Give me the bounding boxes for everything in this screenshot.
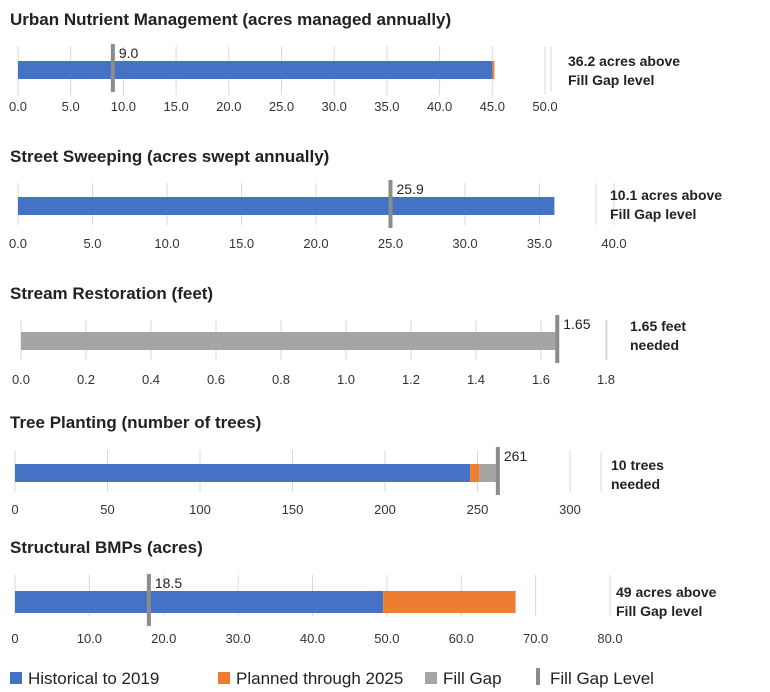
tick-label: 1.0 — [337, 372, 355, 387]
tick-label: 1.4 — [467, 372, 485, 387]
tick-label: 60.0 — [449, 631, 474, 646]
chart-panel-1: Urban Nutrient Management (acres managed… — [9, 10, 680, 114]
tick-label: 25.0 — [269, 99, 294, 114]
annotation-line: Fill Gap level — [568, 72, 654, 88]
tick-label: 0.0 — [9, 236, 27, 251]
bar-historical — [15, 591, 384, 613]
legend-label: Fill Gap — [443, 669, 502, 688]
fill-gap-level-marker — [388, 180, 393, 228]
tick-label: 100 — [189, 502, 211, 517]
tick-label: 0.4 — [142, 372, 160, 387]
tick-label: 40.0 — [601, 236, 626, 251]
bar-fill-gap — [21, 332, 558, 350]
tick-label: 1.2 — [402, 372, 420, 387]
legend-swatch-fill-gap-level — [536, 668, 540, 685]
bar-planned — [383, 591, 516, 613]
chart-panel-2: Street Sweeping (acres swept annually) 0.… — [9, 147, 722, 251]
annotation-line: needed — [630, 337, 679, 353]
tick-label: 80.0 — [597, 631, 622, 646]
annotation-line: 36.2 acres above — [568, 53, 680, 69]
legend: Historical to 2019 Planned through 2025 Fi… — [10, 668, 654, 688]
tick-label: 1.8 — [597, 372, 615, 387]
annotation-line: Fill Gap level — [616, 603, 702, 619]
annotation-line: Fill Gap level — [610, 206, 696, 222]
legend-label: Fill Gap Level — [550, 669, 654, 688]
tick-label: 200 — [374, 502, 396, 517]
tick-label: 15.0 — [163, 99, 188, 114]
fill-gap-level-marker — [110, 44, 115, 92]
annotation-line: needed — [611, 476, 660, 492]
tick-label: 0.6 — [207, 372, 225, 387]
annotation-line: 10.1 acres above — [610, 187, 722, 203]
tick-label: 10.0 — [111, 99, 136, 114]
fill-gap-level-marker — [555, 315, 560, 363]
chart-title: Urban Nutrient Management (acres managed… — [10, 10, 451, 29]
tick-label: 40.0 — [300, 631, 325, 646]
bar-historical — [18, 61, 493, 79]
fill-gap-level-marker — [495, 447, 500, 495]
chart-title: Street Sweeping (acres swept annually) — [10, 147, 329, 166]
tick-label: 0.2 — [77, 372, 95, 387]
legend-swatch-planned — [218, 672, 230, 684]
tick-label: 35.0 — [527, 236, 552, 251]
tick-label: 0.8 — [272, 372, 290, 387]
tick-label: 30.0 — [225, 631, 250, 646]
tick-label: 20.0 — [151, 631, 176, 646]
bar-fill-gap — [479, 464, 498, 482]
tick-label: 10.0 — [77, 631, 102, 646]
tick-label: 0 — [11, 502, 18, 517]
tick-label: 0.0 — [12, 372, 30, 387]
tick-label: 50.0 — [374, 631, 399, 646]
tick-label: 40.0 — [427, 99, 452, 114]
fill-gap-level-label: 261 — [504, 448, 528, 464]
fill-gap-level-marker — [146, 574, 151, 626]
tick-label: 70.0 — [523, 631, 548, 646]
legend-label: Historical to 2019 — [28, 669, 159, 688]
tick-label: 50.0 — [532, 99, 557, 114]
annotation-line: 1.65 feet — [630, 318, 686, 334]
tick-label: 250 — [467, 502, 489, 517]
bar-historical — [15, 464, 471, 482]
legend-label: Planned through 2025 — [236, 669, 403, 688]
tick-label: 30.0 — [452, 236, 477, 251]
legend-swatch-historical — [10, 672, 22, 684]
tick-label: 35.0 — [374, 99, 399, 114]
tick-label: 25.0 — [378, 236, 403, 251]
fill-gap-level-label: 1.65 — [563, 316, 590, 332]
annotation-line: 10 trees — [611, 457, 664, 473]
tick-label: 20.0 — [216, 99, 241, 114]
tick-label: 1.6 — [532, 372, 550, 387]
fill-gap-level-label: 18.5 — [155, 575, 182, 591]
chart-title: Structural BMPs (acres) — [10, 538, 203, 557]
bar-historical — [18, 197, 555, 215]
annotation-line: 49 acres above — [616, 584, 717, 600]
tick-label: 0 — [11, 631, 18, 646]
tick-label: 50 — [100, 502, 114, 517]
tick-label: 150 — [282, 502, 304, 517]
legend-swatch-fill-gap — [425, 672, 437, 684]
chart-panel-4: Tree Planting (number of trees) 0 50 100 150… — [10, 413, 664, 517]
bar-planned — [470, 464, 480, 482]
chart-panel-3: Stream Restoration (feet) 0.0 0.2 0.4 0.6 0.8… — [10, 284, 686, 387]
tick-label: 300 — [559, 502, 581, 517]
fill-gap-level-label: 25.9 — [397, 181, 424, 197]
tick-label: 30.0 — [322, 99, 347, 114]
bar-planned — [492, 61, 495, 79]
tick-label: 5.0 — [62, 99, 80, 114]
tick-label: 5.0 — [83, 236, 101, 251]
chart-title: Stream Restoration (feet) — [10, 284, 213, 303]
tick-label: 0.0 — [9, 99, 27, 114]
chart-panel-5: Structural BMPs (acres) 0 10.0 20.0 30.0 40.0… — [10, 538, 717, 646]
chart-title: Tree Planting (number of trees) — [10, 413, 261, 432]
tick-label: 10.0 — [154, 236, 179, 251]
tick-label: 15.0 — [229, 236, 254, 251]
tick-label: 45.0 — [480, 99, 505, 114]
fill-gap-level-label: 9.0 — [119, 45, 139, 61]
tick-label: 20.0 — [303, 236, 328, 251]
